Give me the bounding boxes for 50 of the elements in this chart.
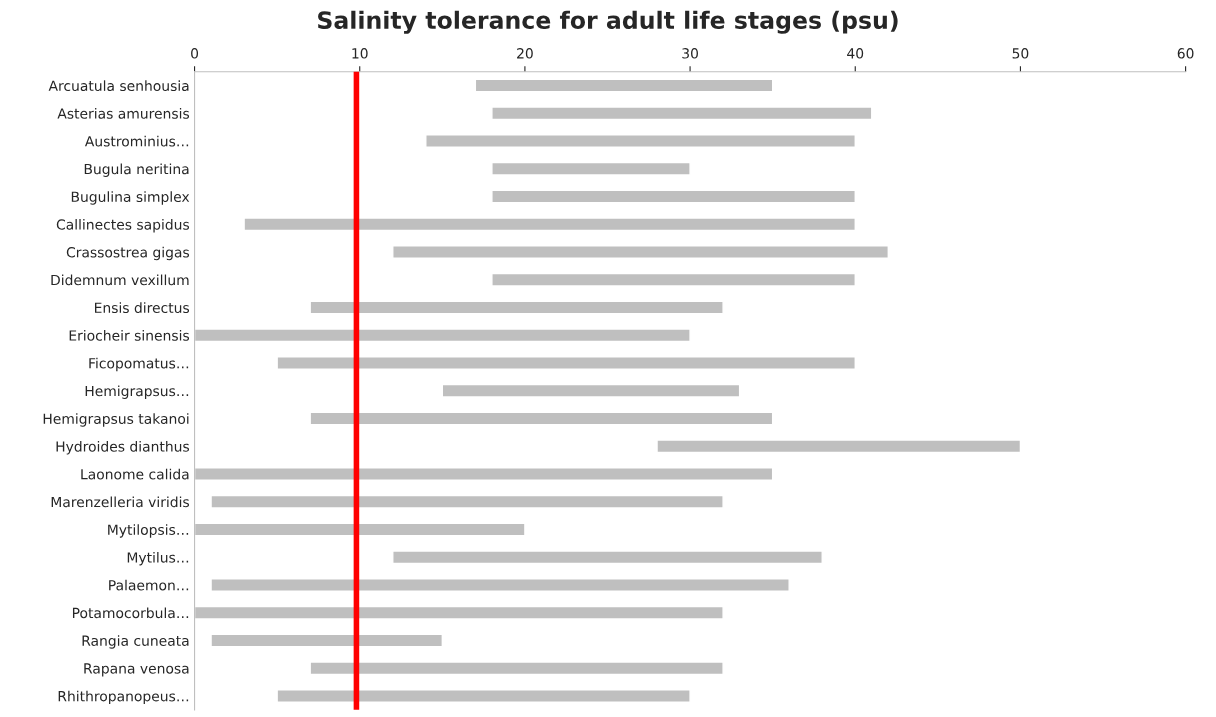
y-tick-label: Hemigrapsus takanoi [43,413,189,427]
bar [425,134,856,148]
y-tick-label: Hydroides dianthus [56,440,190,455]
bar [210,494,724,509]
x-tick-label: 20 [517,48,533,59]
bar [276,356,856,370]
bar [243,217,856,232]
bar [309,661,724,676]
y-tick-label: Marenzelleria viridis [51,496,190,508]
bar [474,78,774,93]
y-tick-label: Didemnum vexillum [51,274,189,286]
bar [392,245,889,259]
bar [656,439,1022,454]
x-tick-label: 40 [847,48,864,59]
bar [491,106,873,121]
bar [210,633,444,648]
bar [309,300,724,315]
x-tick-label: 0 [191,48,199,59]
y-tick-label: Palaemon… [109,579,189,591]
x-tick-label: 30 [682,48,698,59]
y-tick-label: Bugulina simplex [71,191,190,205]
y-tick-label: Arcuatula senhousia [48,80,189,92]
y-tick-label: Callinectes sapidus [56,219,190,233]
x-tick-label: 10 [352,48,368,59]
bar [491,189,856,204]
bar [210,578,790,592]
y-tick-label: Rangia cuneata [82,635,189,649]
y-tick-label: Mytilus… [127,551,189,566]
bar [491,272,856,287]
y-tick-label: Crassostrea gigas [66,246,190,261]
y-tick-label: Eriocheir sinensis [69,330,190,341]
chart-title: Salinity tolerance for adult life stages (psu) [318,10,898,34]
x-tick-label: 50 [1012,48,1029,59]
y-tick-label: Bugula neritina [84,163,189,177]
y-tick-label: Laonome calida [81,468,189,480]
y-tick-label: Hemigrapsus… [85,385,189,399]
y-tick-label: Mytilopsis… [108,524,189,538]
y-tick-label: Ficopomatus… [89,357,189,372]
y-tick-label: Potamocorbula… [72,607,189,619]
x-tick-label: 60 [1177,48,1194,59]
bar [276,689,691,703]
bar [441,383,741,398]
y-tick-label: Ensis directus [95,302,190,313]
y-tick-label: Rhithropanopeus… [58,690,189,705]
y-tick-label: Rapana venosa [84,663,189,677]
bar [491,161,691,176]
bar [309,411,774,426]
y-tick-label: Austrominius… [84,135,189,147]
bar [392,550,823,565]
y-tick-label: Asterias amurensis [57,108,190,119]
